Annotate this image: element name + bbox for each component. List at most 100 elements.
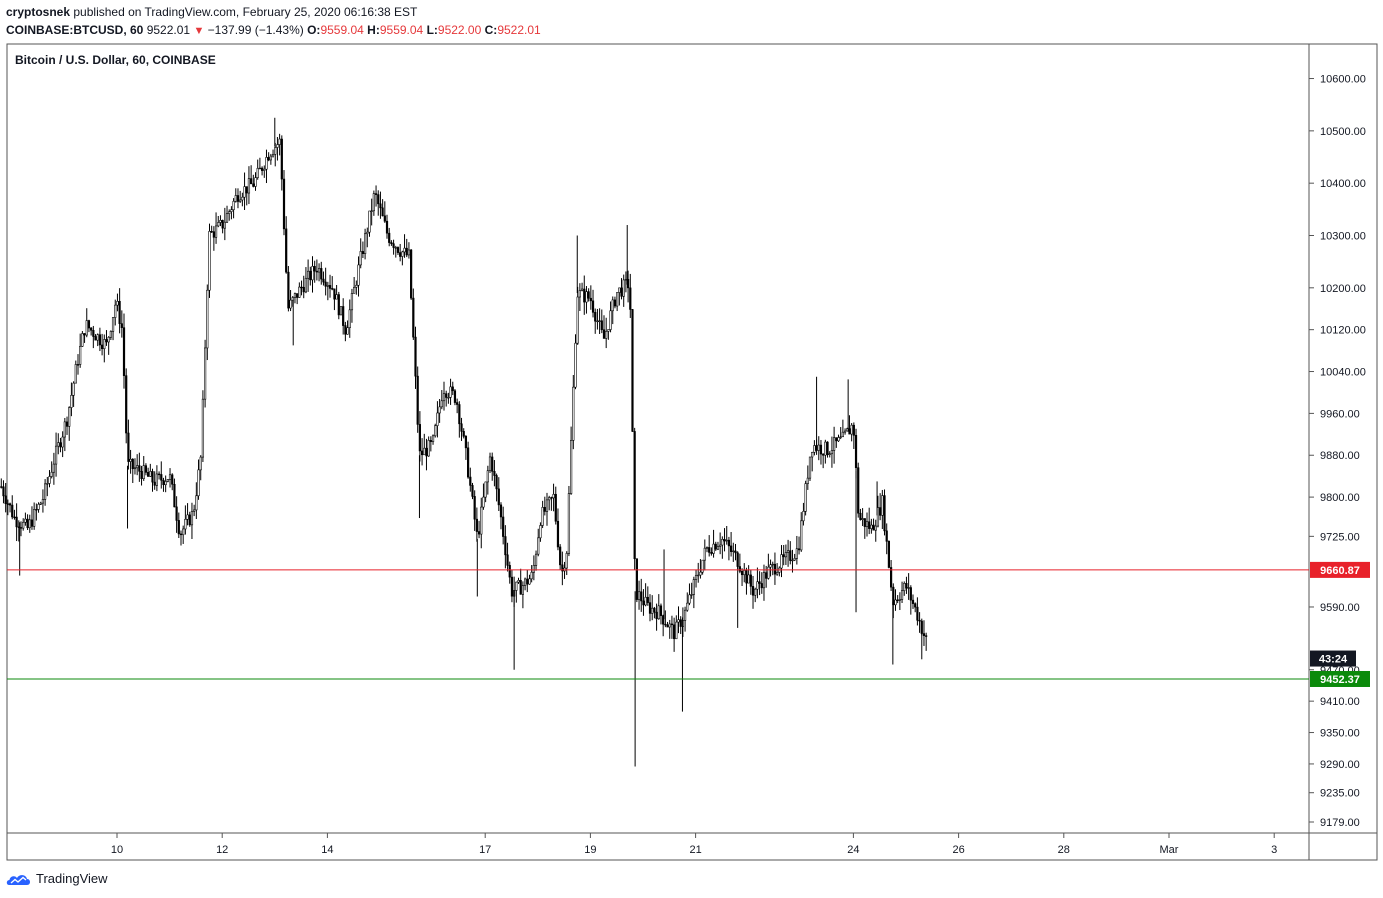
candle-body [907,587,910,589]
candle-body [15,516,18,528]
candle-body [293,293,297,298]
candle-body [50,471,53,477]
candle-body [611,299,614,312]
candle-body [537,537,540,555]
candle-body [390,242,393,245]
candle-body [74,364,77,384]
candle-body [250,178,253,185]
candle-body [355,284,358,288]
y-tick-label: 10400.00 [1320,178,1366,190]
candle-body [701,559,704,573]
candle-body [876,507,880,527]
candle-body [168,474,172,480]
candle-body [48,476,51,484]
candle-body [232,200,235,211]
candle-body [723,539,726,542]
candle-body [477,531,481,535]
candle-body [631,309,634,432]
low-label: L: [426,23,438,37]
candle-body [725,539,728,542]
candle-body [475,518,478,532]
candle-body [322,278,325,283]
candle-body [217,222,220,227]
candle-body [405,247,408,256]
candle-body [651,607,654,614]
candle-body [896,599,899,602]
tradingview-brand[interactable]: TradingView [6,871,108,886]
candle-body [219,220,222,223]
candle-body [629,287,632,310]
candle-body [39,502,42,505]
chart-header: cryptosnek published on TradingView.com,… [6,4,541,39]
candle-body [519,580,522,595]
candle-body [41,499,45,504]
candle-body [808,456,812,479]
candle-body [784,552,787,558]
candle-body [635,558,638,600]
candle-body [797,548,801,551]
candle-body [914,603,917,608]
candle-body [0,486,3,488]
candle-body [561,564,564,572]
tradingview-logo-icon [6,874,30,885]
candle-body [339,306,343,316]
candle-body [903,583,906,592]
candle-body [57,442,60,447]
open-label: O: [307,23,321,37]
candle-body [859,512,862,520]
candle-body [179,533,183,536]
candle-body [258,167,261,170]
candle-body [72,382,75,396]
candle-body [745,570,748,584]
candle-body [705,547,709,549]
candle-body [883,495,886,532]
candle-body [462,431,465,437]
candle-body [837,437,840,442]
candle-body [637,591,641,600]
candle-body [817,444,820,451]
candle-body [414,336,417,377]
candle-body [543,507,546,512]
candle-body [79,346,82,365]
candle-body [131,458,134,470]
candle-body [738,566,741,572]
candle-body [35,509,38,511]
candle-body [854,435,858,469]
candle-body [328,285,332,289]
candle-body [114,304,117,318]
candle-body [806,477,809,484]
candle-body [236,195,240,202]
candle-body [618,287,621,293]
candle-body [274,147,277,155]
candle-body [510,576,514,597]
price-label-green: 9452.37 [1320,674,1360,686]
candle-body [719,544,722,547]
candle-body [372,193,375,212]
candle-body [370,210,373,212]
candle-body [133,467,137,470]
candle-body [129,458,132,462]
candle-body [243,186,246,198]
candle-body [427,440,430,457]
candle-body [793,558,796,561]
series-legend-title: Bitcoin / U.S. Dollar, 60, COINBASE [15,53,216,67]
candle-body [175,506,178,521]
symbol-label: COINBASE:BTCUSD, 60 [6,23,144,37]
candle-body [252,183,255,187]
candle-body [712,543,715,554]
candle-body [8,503,12,506]
candle-body [824,441,827,456]
candle-body [622,279,625,297]
countdown-label: 43:24 [1319,654,1348,666]
candle-body [147,472,150,477]
candle-body [613,299,617,307]
candle-body [591,300,595,313]
author-name[interactable]: cryptosnek [6,5,71,19]
candle-body [309,270,312,281]
candle-body [418,424,421,452]
candle-body [863,518,866,527]
candle-body [458,404,461,425]
candle-body [683,609,687,621]
y-tick-label: 10300.00 [1320,230,1366,242]
